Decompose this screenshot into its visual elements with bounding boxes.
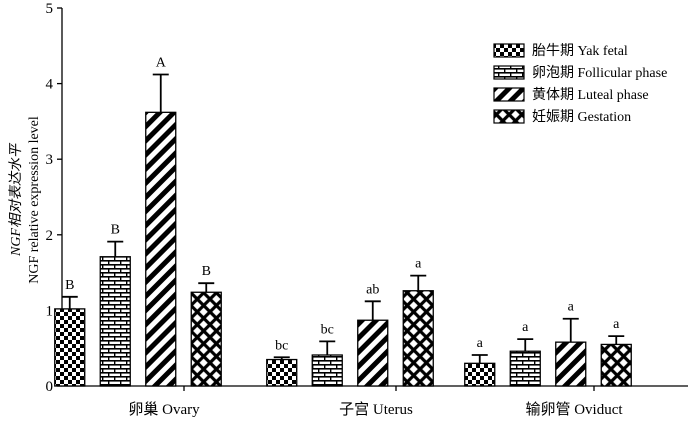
legend-swatch bbox=[493, 109, 525, 124]
legend: 胎牛期 Yak fetal 卵泡期 Follicular phase 黄体期 Lut… bbox=[493, 43, 667, 125]
legend-swatch bbox=[493, 43, 525, 58]
significance-label: a bbox=[477, 336, 484, 351]
y-axis-label-cn: NGF相对表达水平 bbox=[8, 142, 24, 257]
legend-swatch bbox=[493, 87, 525, 102]
bar bbox=[145, 111, 177, 387]
significance-label: B bbox=[111, 223, 120, 238]
bar bbox=[311, 354, 343, 387]
x-category-label: 卵巢 Ovary bbox=[128, 401, 200, 418]
significance-label: B bbox=[65, 278, 74, 293]
bar bbox=[357, 319, 389, 387]
y-tick-label: 0 bbox=[46, 379, 54, 395]
significance-label: bc bbox=[321, 322, 334, 337]
significance-label: a bbox=[522, 320, 529, 335]
y-tick-label: 2 bbox=[46, 228, 54, 244]
y-tick-label: 4 bbox=[46, 77, 54, 93]
bar bbox=[99, 256, 131, 387]
bar bbox=[54, 308, 86, 387]
legend-swatch bbox=[493, 65, 525, 80]
bar bbox=[266, 358, 298, 387]
bar bbox=[555, 341, 587, 387]
y-axis-label: NGF相对表达水平 NGF relative expression level bbox=[8, 116, 42, 284]
y-tick-label: 5 bbox=[46, 1, 54, 17]
x-category-label: 子宫 Uterus bbox=[339, 401, 413, 418]
significance-label: B bbox=[202, 264, 211, 279]
legend-label: 胎牛期 Yak fetal bbox=[532, 43, 628, 59]
bars: B B A Bbc bc ab a a a a a bbox=[54, 56, 632, 387]
bar bbox=[464, 362, 496, 387]
x-axis-category-labels: 卵巢 Ovary 子宫 Uterus 输卵管 Oviduct bbox=[128, 386, 623, 418]
legend-label: 卵泡期 Follicular phase bbox=[532, 65, 667, 81]
significance-label: a bbox=[613, 317, 620, 332]
legend-label: 黄体期 Luteal phase bbox=[532, 86, 649, 103]
y-tick-label: 1 bbox=[46, 303, 54, 319]
bar bbox=[509, 350, 541, 387]
y-axis-label-en: NGF relative expression level bbox=[27, 116, 42, 284]
significance-label: ab bbox=[366, 282, 379, 297]
bar bbox=[600, 343, 632, 387]
bar bbox=[402, 290, 434, 387]
bar bbox=[190, 291, 222, 387]
significance-label: A bbox=[156, 56, 167, 71]
significance-label: a bbox=[568, 300, 575, 315]
significance-label: a bbox=[415, 257, 422, 272]
x-category-label: 输卵管 Oviduct bbox=[525, 401, 623, 418]
y-tick-label: 3 bbox=[46, 152, 54, 168]
significance-label: bc bbox=[275, 338, 288, 353]
legend-label: 妊娠期 Gestation bbox=[532, 109, 631, 125]
